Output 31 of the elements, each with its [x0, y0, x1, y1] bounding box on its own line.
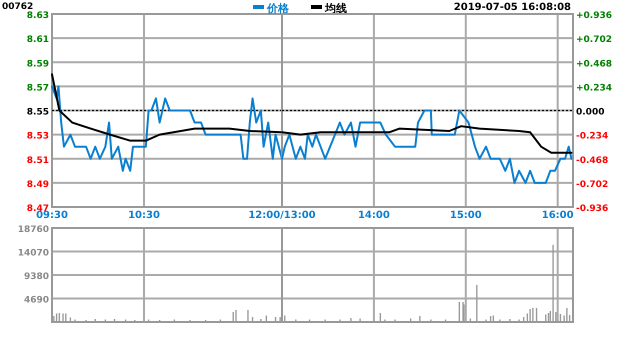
- legend-label: 均线: [324, 2, 347, 15]
- text: +0.936: [576, 11, 612, 21]
- y-tick-label: 18760: [18, 225, 49, 235]
- text: 0.000: [576, 108, 604, 118]
- text: -0.702: [576, 180, 608, 190]
- text: +0.234: [576, 83, 612, 94]
- legend-label: 价格: [266, 2, 290, 15]
- y-tick-label: 14070: [18, 248, 49, 258]
- y-tick-label: 8.59: [26, 59, 49, 70]
- text: -0.936: [576, 204, 608, 214]
- y-tick-label: 8.61: [26, 35, 49, 46]
- x-tick-label: 15:00: [450, 210, 482, 221]
- text: +0.702: [576, 35, 612, 46]
- y-tick-label: 4690: [24, 296, 49, 306]
- x-tick-label: 09:30: [36, 210, 68, 221]
- x-tick-label: 12:00/13:00: [248, 210, 316, 221]
- y-tick-label: 8.57: [26, 83, 49, 94]
- y-tick-label: 8.63: [26, 11, 49, 21]
- y-tick-label: 8.53: [26, 132, 49, 142]
- x-tick-label: 10:30: [128, 210, 160, 221]
- text: -0.234: [576, 132, 608, 142]
- y-tick-label: 8.51: [26, 156, 49, 166]
- text: +0.468: [576, 59, 612, 70]
- text: -0.468: [576, 156, 608, 166]
- y-tick-label: 8.55: [26, 108, 49, 118]
- chart-title: 00762: [2, 2, 34, 12]
- y-tick-label: 8.49: [26, 180, 49, 190]
- x-tick-label: 14:00: [358, 210, 390, 221]
- y-tick-label: 9380: [24, 272, 49, 282]
- x-tick-label: 16:00: [542, 210, 574, 221]
- chart-subtitle: 2019-07-05 16:08:08: [454, 2, 572, 13]
